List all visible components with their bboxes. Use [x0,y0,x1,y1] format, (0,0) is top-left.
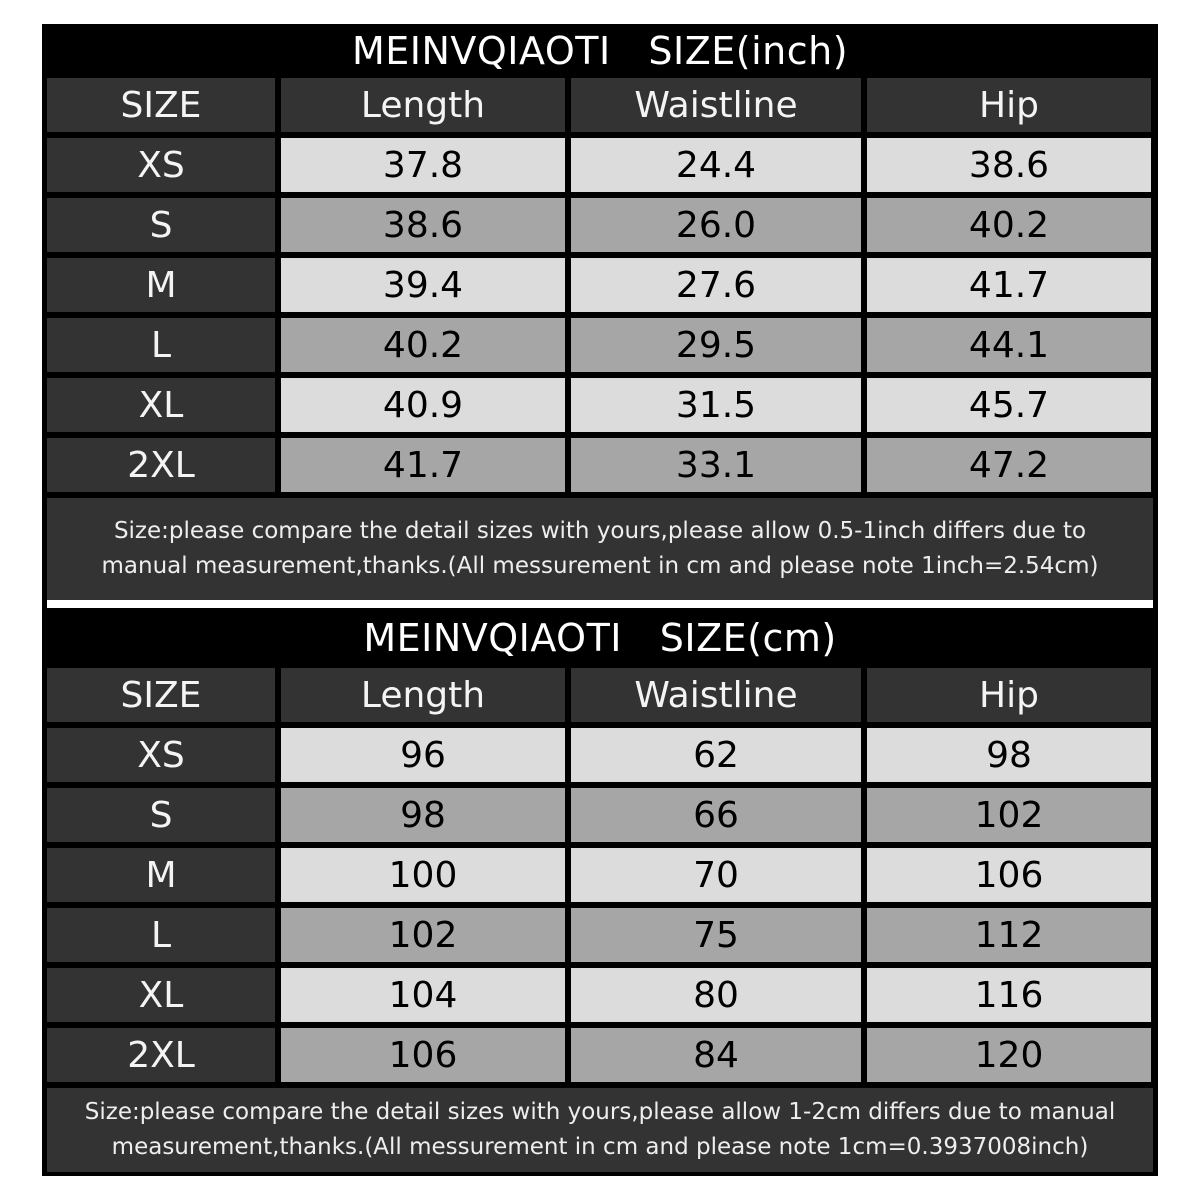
hip-cell: 41.7 [867,258,1151,312]
hip-cell: 38.6 [867,138,1151,192]
size-label-s: S [47,198,275,252]
column-header-waistline: Waistline [571,668,861,722]
waistline-cell: 27.6 [571,258,861,312]
size-label-m: M [47,258,275,312]
chart-title: MEINVQIAOTI SIZE(inch) [351,29,849,73]
column-header-length: Length [281,668,565,722]
size-label-2xl: 2XL [47,438,275,492]
waistline-cell: 29.5 [571,318,861,372]
length-cell: 38.6 [281,198,565,252]
length-cell: 37.8 [281,138,565,192]
size-label-2xl: 2XL [47,1028,275,1082]
waistline-cell: 33.1 [571,438,861,492]
length-cell: 104 [281,968,565,1022]
chart-title: MEINVQIAOTI SIZE(cm) [363,616,837,660]
hip-cell: 116 [867,968,1151,1022]
hip-cell: 102 [867,788,1151,842]
size-table: SIZE Length Waistline Hip XS 37.8 24.4 3… [47,78,1153,492]
hip-cell: 106 [867,848,1151,902]
waistline-cell: 66 [571,788,861,842]
hip-cell: 98 [867,728,1151,782]
note-line: manual measurement,thanks.(All messureme… [101,553,1099,579]
length-cell: 100 [281,848,565,902]
size-label-l: L [47,318,275,372]
waistline-cell: 31.5 [571,378,861,432]
size-table: SIZE Length Waistline Hip XS 96 62 98 S … [47,668,1153,1082]
length-cell: 102 [281,908,565,962]
hip-cell: 120 [867,1028,1151,1082]
size-note: Size:please compare the detail sizes wit… [47,1088,1153,1172]
size-label-s: S [47,788,275,842]
length-cell: 106 [281,1028,565,1082]
waistline-cell: 70 [571,848,861,902]
length-cell: 40.2 [281,318,565,372]
waistline-cell: 26.0 [571,198,861,252]
size-label-xs: XS [47,728,275,782]
length-cell: 41.7 [281,438,565,492]
waistline-cell: 75 [571,908,861,962]
length-cell: 40.9 [281,378,565,432]
waistline-cell: 80 [571,968,861,1022]
size-chart-cm: MEINVQIAOTI SIZE(cm) SIZE Length Waistli… [42,608,1158,1176]
column-header-size: SIZE [47,78,275,132]
length-cell: 96 [281,728,565,782]
size-note: Size:please compare the detail sizes wit… [47,498,1153,600]
hip-cell: 112 [867,908,1151,962]
waistline-cell: 24.4 [571,138,861,192]
size-label-xl: XL [47,968,275,1022]
column-header-size: SIZE [47,668,275,722]
column-header-hip: Hip [867,668,1151,722]
size-label-l: L [47,908,275,962]
hip-cell: 44.1 [867,318,1151,372]
divider [47,600,1153,608]
size-label-xl: XL [47,378,275,432]
size-label-xs: XS [47,138,275,192]
length-cell: 39.4 [281,258,565,312]
length-cell: 98 [281,788,565,842]
column-header-length: Length [281,78,565,132]
waistline-cell: 84 [571,1028,861,1082]
note-line: Size:please compare the detail sizes wit… [113,518,1087,544]
size-chart-inch: MEINVQIAOTI SIZE(inch) SIZE Length Waist… [42,24,1158,608]
column-header-hip: Hip [867,78,1151,132]
column-header-waistline: Waistline [571,78,861,132]
note-line: measurement,thanks.(All messurement in c… [111,1134,1089,1160]
hip-cell: 40.2 [867,198,1151,252]
waistline-cell: 62 [571,728,861,782]
note-line: Size:please compare the detail sizes wit… [84,1099,1116,1125]
size-label-m: M [47,848,275,902]
hip-cell: 47.2 [867,438,1151,492]
hip-cell: 45.7 [867,378,1151,432]
